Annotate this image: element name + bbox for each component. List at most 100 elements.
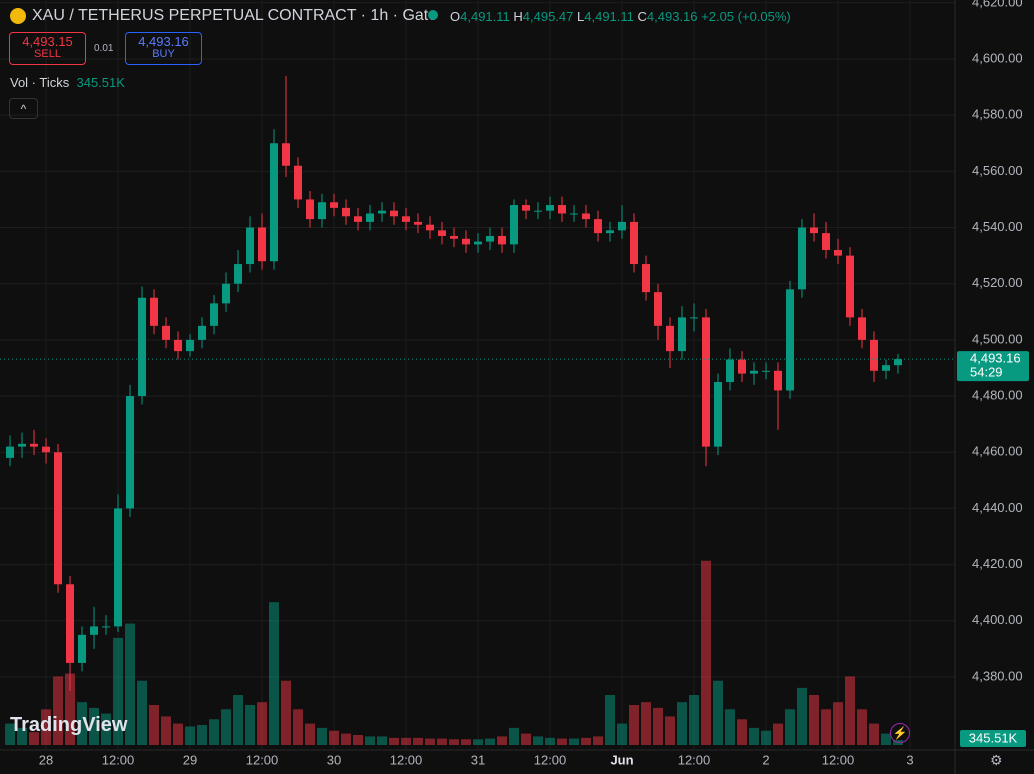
volume-bar xyxy=(149,705,160,745)
volume-bar xyxy=(737,719,748,745)
candle-body xyxy=(690,317,699,319)
volume-bar xyxy=(701,560,712,745)
candle-body xyxy=(570,213,579,215)
volume-bar xyxy=(389,737,400,745)
volume-bar xyxy=(5,723,16,745)
candle-body xyxy=(762,370,771,372)
y-tick-label: 4,460.00 xyxy=(972,444,1023,459)
collapse-button[interactable]: ^ xyxy=(9,98,38,119)
x-tick-label: 12:00 xyxy=(390,752,423,767)
buy-button[interactable]: 4,493.16 BUY xyxy=(125,32,202,65)
volume-bar xyxy=(197,725,208,745)
volume-bar xyxy=(125,623,136,745)
volume-bar xyxy=(869,723,880,745)
spread: 0.01 xyxy=(94,43,114,54)
sell-price: 4,493.15 xyxy=(22,34,73,49)
candle-body xyxy=(78,634,87,663)
x-tick-label: 12:00 xyxy=(102,752,135,767)
candle-body xyxy=(306,199,315,220)
x-tick-label: 28 xyxy=(39,752,53,767)
volume-bar xyxy=(557,738,568,745)
candle-body xyxy=(810,227,819,234)
volume-bar xyxy=(293,709,304,745)
volume-bar xyxy=(329,730,340,745)
volume-bar xyxy=(365,736,376,745)
candle-body xyxy=(294,165,303,200)
volume-bar xyxy=(77,702,88,745)
candle-body xyxy=(738,359,747,374)
x-tick-label: 29 xyxy=(183,752,197,767)
candle-body xyxy=(606,230,615,234)
volume-bar xyxy=(533,736,544,745)
volume-bar xyxy=(29,732,40,745)
candle-body xyxy=(42,446,51,453)
countdown-label: 54:29 xyxy=(970,365,1003,380)
x-tick-label: 12:00 xyxy=(822,752,855,767)
volume-bar xyxy=(473,739,484,745)
candle-body xyxy=(210,303,219,326)
candle-body xyxy=(882,365,891,371)
x-tick-label: 2 xyxy=(762,752,769,767)
candle-body xyxy=(558,205,567,214)
settings-icon[interactable]: ⚙ xyxy=(990,752,1003,768)
symbol-icon xyxy=(10,8,26,24)
x-tick-label: 12:00 xyxy=(678,752,711,767)
volume-bar xyxy=(221,709,232,745)
candle-body xyxy=(630,221,639,265)
y-tick-label: 4,560.00 xyxy=(972,163,1023,178)
x-tick-label: Jun xyxy=(610,752,633,767)
low: 4,491.11 xyxy=(584,9,634,24)
sell-button[interactable]: 4,493.15 SELL xyxy=(9,32,86,65)
candle-body xyxy=(426,224,435,231)
candle-body xyxy=(246,227,255,265)
volume-bar xyxy=(749,727,760,745)
candle-body xyxy=(330,202,339,208)
volume-bar xyxy=(161,716,172,745)
y-tick-label: 4,500.00 xyxy=(972,331,1023,346)
status-dot xyxy=(428,10,438,20)
candle-body xyxy=(846,255,855,318)
volume-bar xyxy=(713,680,724,745)
open: 4,491.11 xyxy=(460,9,510,24)
volume-bar xyxy=(665,716,676,745)
volume-bar xyxy=(461,739,472,745)
volume-bar xyxy=(593,736,604,745)
volume-name: Vol · Ticks xyxy=(10,75,70,90)
volume-bar xyxy=(101,713,112,745)
volume-bar xyxy=(137,680,148,745)
candle-body xyxy=(198,325,207,340)
candle-body xyxy=(486,235,495,242)
candle-body xyxy=(450,235,459,239)
candle-body xyxy=(750,370,759,374)
candle-body xyxy=(822,233,831,250)
candle-body xyxy=(714,382,723,447)
candle-body xyxy=(54,452,63,585)
c-label: C xyxy=(637,9,647,24)
y-tick-label: 4,540.00 xyxy=(972,219,1023,234)
volume-bar xyxy=(833,702,844,745)
lightning-icon[interactable]: ⚡ xyxy=(890,723,910,743)
candle-body xyxy=(282,143,291,166)
candle-body xyxy=(474,241,483,245)
candle-body xyxy=(510,205,519,245)
candle-body xyxy=(858,317,867,340)
candle-body xyxy=(786,289,795,391)
volume-bar xyxy=(797,687,808,745)
volume-bar xyxy=(845,676,856,745)
volume-bar xyxy=(317,727,328,745)
candle-body xyxy=(30,443,39,447)
volume-bar xyxy=(173,723,184,745)
volume-bar xyxy=(569,738,580,745)
brand-logo: TradingView xyxy=(10,714,128,736)
y-tick-label: 4,620.00 xyxy=(972,0,1023,9)
candle-body xyxy=(234,264,243,284)
volume-bar xyxy=(245,705,256,745)
close: 4,493.16 xyxy=(646,9,698,24)
volume-bar xyxy=(653,707,664,745)
buy-price: 4,493.16 xyxy=(138,34,189,49)
candle-body xyxy=(102,626,111,628)
candle-body xyxy=(834,250,843,256)
candle-body xyxy=(318,202,327,220)
candle-body xyxy=(114,508,123,627)
